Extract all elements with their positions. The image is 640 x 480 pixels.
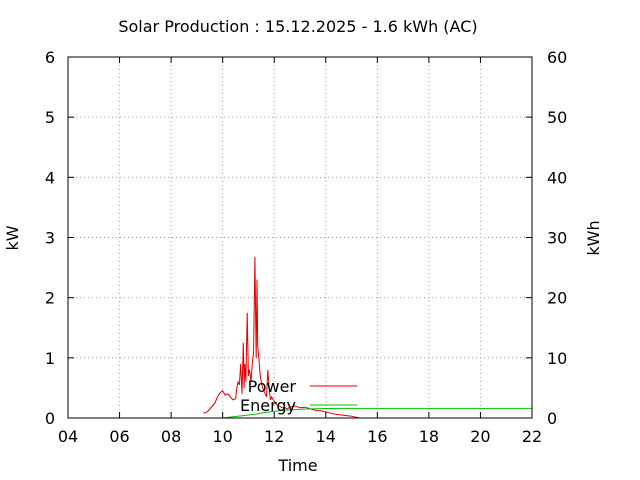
y-tick-label: 5 (45, 108, 55, 127)
x-tick-label: 08 (161, 427, 181, 446)
y2-tick-label: 40 (547, 168, 567, 187)
y-tick-label: 6 (45, 48, 55, 67)
series-line-energy (222, 407, 532, 419)
x-tick-labels: 04 06 08 10 12 14 16 18 20 22 (58, 427, 542, 446)
y-tick-label: 3 (45, 229, 55, 248)
x-tick-label: 14 (316, 427, 336, 446)
y-axis-label: kW (3, 225, 22, 250)
x-tick-label: 04 (58, 427, 78, 446)
x-tick-label: 20 (470, 427, 490, 446)
x-tick-label: 06 (109, 427, 129, 446)
y2-tick-labels: 0 10 20 30 40 50 60 (547, 48, 567, 428)
grid-lines (68, 57, 532, 418)
legend: Power Energy (240, 377, 357, 415)
y2-tick-label: 60 (547, 48, 567, 67)
y2-tick-label: 10 (547, 349, 567, 368)
x-tick-label: 10 (212, 427, 232, 446)
legend-label-energy: Energy (240, 396, 296, 415)
series-lines (203, 256, 532, 419)
x-tick-label: 22 (522, 427, 542, 446)
y2-tick-label: 50 (547, 108, 567, 127)
y2-tick-label: 0 (547, 409, 557, 428)
x-tick-label: 16 (367, 427, 387, 446)
y-tick-label: 1 (45, 349, 55, 368)
axis-ticks (67, 56, 533, 419)
chart-title: Solar Production : 15.12.2025 - 1.6 kWh … (118, 17, 477, 36)
y2-axis-label: kWh (584, 220, 603, 255)
y2-tick-label: 30 (547, 229, 567, 248)
x-tick-label: 18 (419, 427, 439, 446)
y-tick-labels: 0 1 2 3 4 5 6 (45, 48, 55, 428)
legend-label-power: Power (248, 377, 297, 396)
x-tick-label: 12 (264, 427, 284, 446)
y-tick-label: 2 (45, 289, 55, 308)
y2-tick-label: 20 (547, 289, 567, 308)
x-axis-label: Time (277, 456, 317, 475)
y-tick-label: 0 (45, 409, 55, 428)
y-tick-label: 4 (45, 168, 55, 187)
